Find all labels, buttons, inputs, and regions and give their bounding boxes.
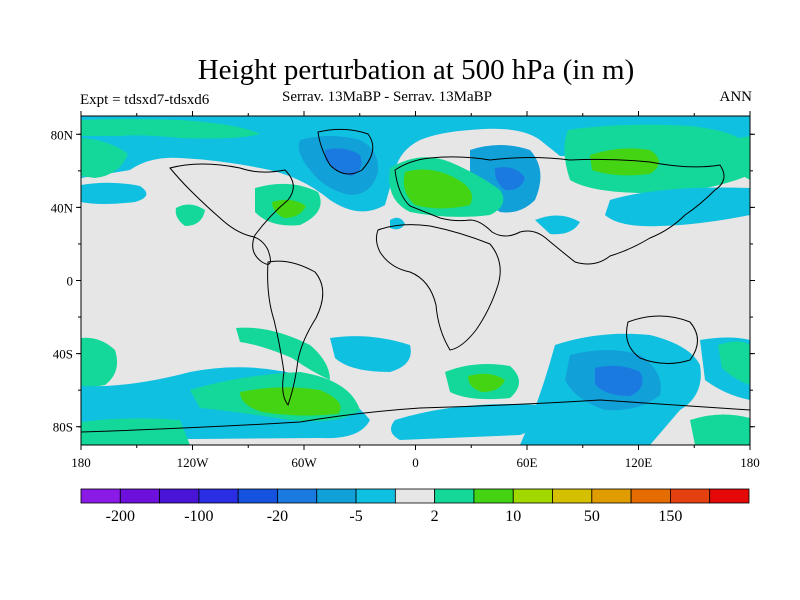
lat-label: 0	[67, 274, 74, 289]
colorbar-label: 2	[431, 508, 439, 525]
lat-label: 40S	[53, 347, 73, 362]
lon-label: 60W	[291, 455, 317, 470]
contour-region	[718, 341, 750, 385]
colorbar-label: -100	[184, 508, 213, 525]
lon-label: 120W	[177, 455, 210, 470]
lon-label: 180	[71, 455, 91, 470]
contour-region	[325, 148, 362, 176]
colorbar-swatch	[512, 488, 553, 504]
colorbar-swatch	[119, 488, 160, 504]
colorbar-label: 50	[584, 508, 600, 525]
lat-label: 80S	[53, 420, 73, 435]
contour-region	[272, 199, 306, 218]
colorbar-label: 10	[505, 508, 521, 525]
contour-region	[81, 182, 147, 204]
contour-region	[81, 337, 118, 387]
coastline-north-america	[169, 163, 294, 265]
lon-label: 60E	[517, 455, 538, 470]
colorbar-swatch	[709, 488, 750, 504]
colorbar-swatch	[473, 488, 514, 504]
contour-region	[236, 327, 330, 380]
colorbar-label: -20	[267, 508, 288, 525]
contour-fields	[81, 116, 750, 445]
lat-label: 40N	[51, 200, 74, 215]
period-label: Serrav. 13MaBP - Serrav. 13MaBP	[282, 89, 492, 105]
map-axes: 80N 40N 0 40S 80S 180 120W 60W 0 60E 120E 180	[51, 111, 760, 470]
coastline-europe-asia	[394, 156, 725, 265]
contour-region	[605, 187, 750, 227]
contour-region	[494, 167, 525, 191]
coastline-africa	[375, 224, 501, 351]
contour-region	[81, 138, 128, 178]
coastline-australia	[626, 315, 698, 364]
colorbar-swatch	[159, 488, 200, 504]
colorbar-label: -5	[349, 508, 362, 525]
lat-label: 80N	[51, 127, 74, 142]
chart-title: Height perturbation at 500 hPa (in m)	[197, 54, 635, 86]
contour-region	[240, 387, 341, 416]
colorbar-label: 150	[658, 508, 682, 525]
colorbar-swatch	[434, 488, 475, 504]
contour-region	[391, 404, 547, 440]
coastlines	[81, 128, 750, 433]
colorbar-swatch	[316, 488, 357, 504]
contour-region	[81, 119, 260, 139]
colorbar: -200 -100 -20 -5 2 10 50 150	[80, 488, 750, 525]
contour-region	[595, 365, 643, 396]
colorbar-label: -200	[106, 508, 135, 525]
contour-region	[175, 204, 205, 226]
colorbar-swatch	[591, 488, 632, 504]
colorbar-swatch	[237, 488, 278, 504]
colorbar-swatch	[355, 488, 396, 504]
colorbar-swatch	[552, 488, 593, 504]
coastline-greenland	[317, 128, 374, 175]
contour-region	[535, 215, 580, 235]
colorbar-swatch	[670, 488, 711, 504]
colorbar-swatch	[277, 488, 318, 504]
colorbar-swatch	[80, 488, 121, 504]
contour-region	[468, 373, 505, 392]
colorbar-swatch	[630, 488, 671, 504]
contour-region	[690, 414, 750, 445]
lon-label: 180	[740, 455, 760, 470]
coastline-antarctica	[81, 399, 750, 433]
colorbar-swatch	[394, 488, 436, 504]
contour-region	[590, 148, 659, 176]
contour-region	[81, 418, 190, 445]
lon-label: 120E	[625, 455, 653, 470]
experiment-label: Expt = tdsxd7-tdsxd6	[80, 92, 210, 108]
contour-region	[728, 136, 750, 180]
contour-region	[330, 336, 411, 372]
season-label: ANN	[719, 89, 753, 105]
contour-region	[403, 169, 473, 209]
coastline-south-america	[267, 260, 324, 407]
lon-label: 0	[412, 455, 419, 470]
colorbar-swatch	[198, 488, 239, 504]
